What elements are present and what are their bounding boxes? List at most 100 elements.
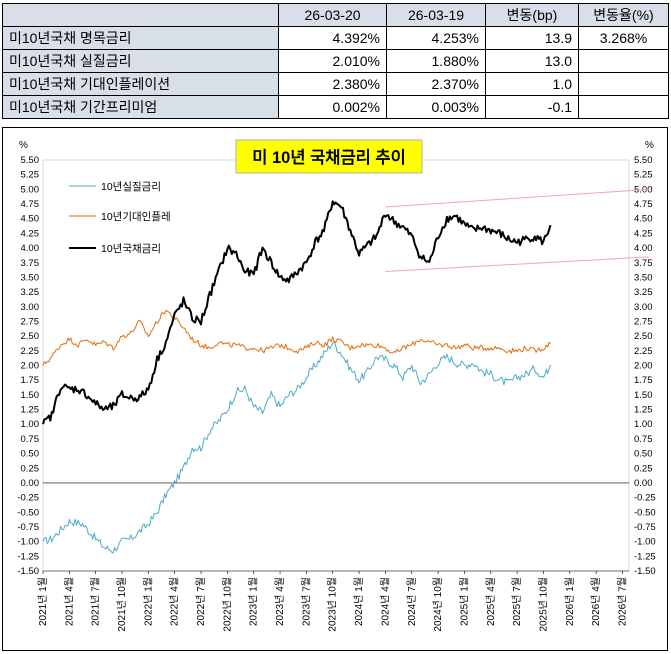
trend-line	[385, 256, 649, 273]
y-tick-label-right: 1.25	[634, 405, 653, 416]
y-tick-label-left: 2.50	[21, 331, 40, 342]
y-tick-label-left: 4.50	[21, 214, 40, 225]
summary-table: 26-03-20 26-03-19 변동(bp) 변동율(%) 미10년국채 명…	[2, 3, 669, 119]
x-tick-label: 2025년 4월	[485, 577, 497, 626]
x-tick-label: 2021년 7월	[90, 577, 102, 626]
cell-change-bp: -0.1	[485, 95, 579, 119]
y-tick-label-right: 2.50	[634, 331, 653, 342]
cell-change-pct: 3.268%	[578, 26, 669, 50]
table-row: 미10년국채 명목금리 4.392% 4.253% 13.9 3.268%	[2, 26, 669, 50]
chart-title: 미 10년 국채금리 추이	[252, 148, 406, 167]
y-tick-label-left: 4.00	[21, 243, 40, 254]
y-tick-label-right: 4.25	[634, 228, 653, 239]
x-tick-label: 2021년 10월	[116, 577, 128, 632]
x-tick-label: 2023년 4월	[274, 577, 286, 626]
y-tick-label-right: 0.25	[634, 463, 653, 474]
y-tick-label-left: 3.75	[21, 258, 40, 269]
x-tick-label: 2026년 1월	[564, 577, 576, 626]
x-tick-label: 2026년 4월	[590, 577, 602, 626]
x-tick-label: 2022년 1월	[142, 577, 154, 626]
y-tick-label-right: 4.00	[634, 243, 653, 254]
row-label: 미10년국채 기대인플레이션	[2, 72, 279, 96]
trend-line	[385, 188, 649, 208]
y-tick-label-left: 2.00	[21, 361, 40, 372]
x-tick-label: 2024년 1월	[353, 577, 365, 626]
cell-value-previous: 0.003%	[386, 95, 486, 119]
cell-change-pct	[578, 95, 669, 119]
x-tick-label: 2024년 7월	[406, 577, 418, 626]
y-tick-label-right: -1.50	[634, 566, 656, 577]
y-tick-label-left: -0.25	[17, 493, 39, 504]
y-tick-label-right: -0.25	[634, 493, 656, 504]
cell-change-bp: 13.0	[485, 49, 579, 73]
series-line-1	[42, 340, 551, 554]
x-tick-label: 2023년 1월	[248, 577, 260, 626]
row-label: 미10년국채 기간프리미엄	[2, 95, 279, 119]
y-tick-label-left: 2.25	[21, 346, 40, 357]
cell-value-current: 4.392%	[278, 26, 387, 50]
y-tick-label-right: 5.25	[634, 170, 653, 181]
y-tick-label-right: 3.50	[634, 272, 653, 283]
y-tick-label-right: 0.50	[634, 449, 653, 460]
y-tick-label-right: 3.25	[634, 287, 653, 298]
x-tick-label: 2025년 1월	[458, 577, 470, 626]
y-tick-label-right: 2.75	[634, 316, 653, 327]
table-row: 미10년국채 기간프리미엄 0.002% 0.003% -0.1	[2, 95, 669, 119]
legend-label: 10년국채금리	[101, 243, 161, 255]
x-tick-label: 2023년 7월	[300, 577, 312, 626]
y-tick-label-right: 2.00	[634, 361, 653, 372]
cell-change-pct	[578, 49, 669, 73]
x-tick-label: 2022년 7월	[195, 577, 207, 626]
chart-frame: -1.50 -1.50 -1.25 -1.25 -1.00 -1.00 -0.75 -0.75…	[2, 127, 668, 651]
cell-value-current: 2.010%	[278, 49, 387, 73]
header-blank	[2, 3, 279, 27]
y-axis-label-right: %	[645, 140, 654, 151]
header-change-bp: 변동(bp)	[485, 3, 579, 27]
y-tick-label-right: -1.00	[634, 537, 656, 548]
y-tick-label-right: -0.75	[634, 522, 656, 533]
x-tick-label: 2026년 7월	[616, 577, 628, 626]
x-tick-label: 2024년 10월	[432, 577, 444, 632]
y-axis-label-left: %	[19, 140, 28, 151]
x-tick-label: 2023년 10월	[327, 577, 339, 632]
y-tick-label-left: 3.25	[21, 287, 40, 298]
y-tick-label-right: 0.75	[634, 434, 653, 445]
header-change-pct: 변동율(%)	[578, 3, 669, 27]
y-tick-label-right: -1.25	[634, 551, 656, 562]
y-tick-label-left: 0.50	[21, 449, 40, 460]
y-tick-label-left: 5.00	[21, 184, 40, 195]
row-label: 미10년국채 실질금리	[2, 49, 279, 73]
y-tick-label-left: 5.25	[21, 170, 40, 181]
y-tick-label-left: 1.75	[21, 375, 40, 386]
header-date-current: 26-03-20	[278, 3, 387, 27]
y-tick-label-right: 4.75	[634, 199, 653, 210]
y-tick-label-left: 1.50	[21, 390, 40, 401]
cell-value-previous: 2.370%	[386, 72, 486, 96]
x-tick-label: 2024년 4월	[379, 577, 391, 626]
cell-value-current: 2.380%	[278, 72, 387, 96]
x-tick-label: 2021년 4월	[63, 577, 75, 626]
cell-value-previous: 1.880%	[386, 49, 486, 73]
series-line-2	[42, 310, 551, 366]
legend-label: 10년실질금리	[101, 181, 161, 193]
y-tick-label-right: -0.50	[634, 507, 656, 518]
y-tick-label-left: 5.50	[21, 155, 40, 166]
cell-change-bp: 13.9	[485, 26, 579, 50]
yield-chart: -1.50 -1.50 -1.25 -1.25 -1.00 -1.00 -0.75 -0.75…	[17, 139, 656, 632]
legend-label: 10년기대인플레	[101, 211, 171, 223]
y-tick-label-left: -1.00	[17, 537, 39, 548]
y-tick-label-right: 2.25	[634, 346, 653, 357]
cell-value-previous: 4.253%	[386, 26, 486, 50]
x-tick-label: 2025년 7월	[511, 577, 523, 626]
table-row: 미10년국채 기대인플레이션 2.380% 2.370% 1.0	[2, 72, 669, 96]
y-tick-label-left: 2.75	[21, 316, 40, 327]
y-tick-label-left: 0.25	[21, 463, 40, 474]
y-tick-label-left: 3.50	[21, 272, 40, 283]
header-date-previous: 26-03-19	[386, 3, 486, 27]
x-tick-label: 2025년 10월	[537, 577, 549, 632]
table-row: 미10년국채 실질금리 2.010% 1.880% 13.0	[2, 49, 669, 73]
y-tick-label-left: -1.50	[17, 566, 39, 577]
y-tick-label-left: 1.25	[21, 405, 40, 416]
y-tick-label-left: -0.75	[17, 522, 39, 533]
